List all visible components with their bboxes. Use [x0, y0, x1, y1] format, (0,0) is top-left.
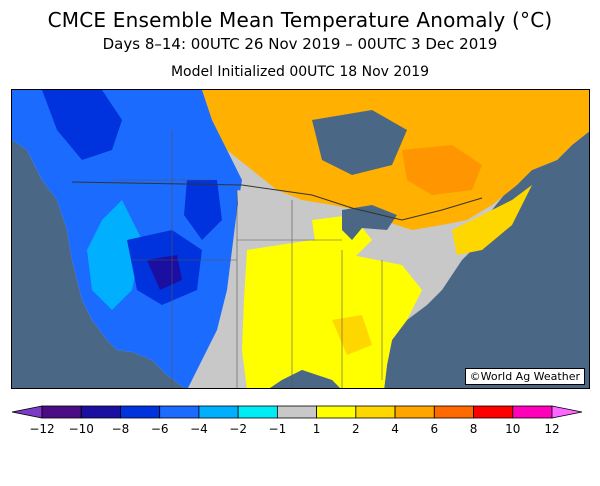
- map-title: CMCE Ensemble Mean Temperature Anomaly (…: [47, 8, 553, 32]
- legend-tick-label: 1: [313, 422, 321, 436]
- us-canada-border: [71, 181, 483, 221]
- northwest-dark-core: [42, 90, 122, 160]
- map-canvas: [12, 90, 589, 388]
- legend-swatch: [80, 405, 121, 419]
- legend-swatch: [316, 405, 357, 419]
- legend-tick-label: −8: [112, 422, 130, 436]
- legend-swatch: [355, 405, 396, 419]
- legend-high-arrow: [551, 405, 583, 419]
- canada-warmer-patch: [402, 145, 482, 195]
- legend-tick-label: −10: [69, 422, 94, 436]
- legend-tick-label: −1: [269, 422, 287, 436]
- map-credit: ©World Ag Weather: [464, 368, 585, 385]
- west-cool-fringe: [87, 200, 142, 310]
- legend-swatch: [394, 405, 435, 419]
- legend-tick-label: 6: [430, 422, 438, 436]
- legend-swatch: [237, 405, 278, 419]
- gulf-of-mexico: [270, 370, 340, 388]
- legend-swatch: [198, 405, 239, 419]
- legend-low-arrow: [11, 405, 43, 419]
- legend-swatch: [512, 405, 553, 419]
- legend-tick-label: −4: [190, 422, 208, 436]
- legend-swatch: [159, 405, 200, 419]
- legend-tick-label: −2: [229, 422, 247, 436]
- legend-tick-label: 4: [391, 422, 399, 436]
- legend-swatch: [41, 405, 82, 419]
- east-coast-yellow: [452, 185, 532, 255]
- map-subtitle: Days 8–14: 00UTC 26 Nov 2019 – 00UTC 3 D…: [102, 35, 498, 53]
- canada-warm-region: [202, 90, 589, 230]
- legend-swatch: [433, 405, 474, 419]
- legend-tick-label: 2: [352, 422, 360, 436]
- legend-tick-label: 12: [544, 422, 559, 436]
- legend-tick-label: −6: [151, 422, 169, 436]
- rockies-dark-core: [184, 180, 222, 240]
- hudson-bay: [312, 110, 407, 175]
- model-init-label: Model Initialized 00UTC 18 Nov 2019: [170, 64, 430, 80]
- legend-tick-label: 10: [505, 422, 520, 436]
- legend-swatch: [276, 405, 318, 419]
- legend-swatch: [120, 405, 161, 419]
- anomaly-map: ©World Ag Weather: [11, 89, 590, 389]
- legend-swatch: [473, 405, 514, 419]
- legend-tick-label: −12: [29, 422, 54, 436]
- legend-tick-label: 8: [470, 422, 478, 436]
- southeast-warm-region: [242, 240, 422, 388]
- state-boundaries: [112, 130, 383, 388]
- great-lakes: [342, 205, 397, 240]
- southwest-deep-core: [147, 255, 182, 290]
- color-scale-legend: −12 −10 −8 −6 −4 −2 −1 1 2 4 6 8 10 12: [11, 405, 583, 436]
